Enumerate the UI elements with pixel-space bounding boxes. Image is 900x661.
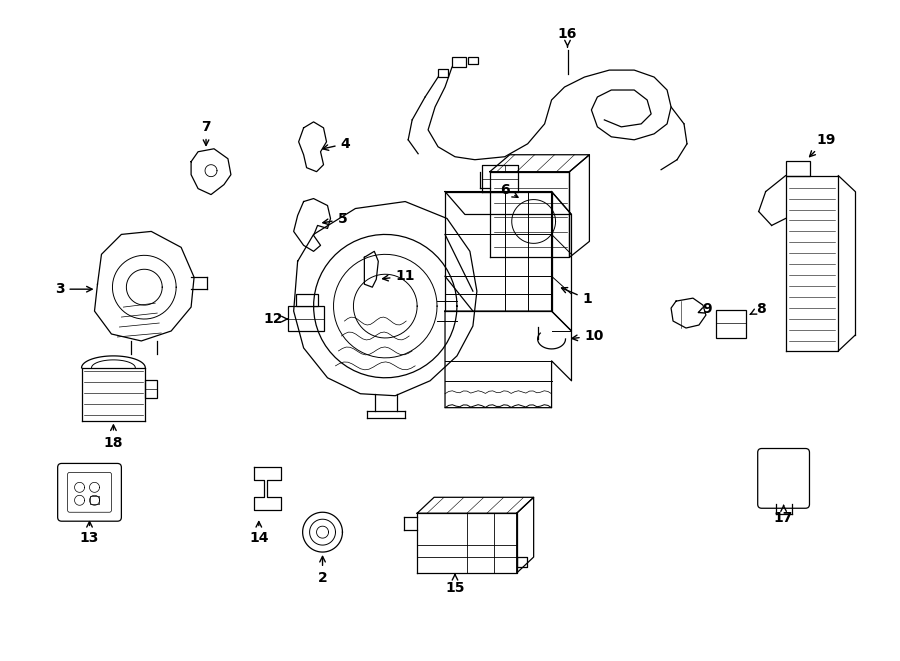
FancyBboxPatch shape	[438, 69, 448, 77]
Text: 9: 9	[698, 302, 712, 316]
FancyBboxPatch shape	[468, 57, 478, 64]
Text: 6: 6	[500, 182, 518, 198]
Text: 12: 12	[263, 312, 288, 326]
Text: 1: 1	[562, 288, 592, 306]
Text: 15: 15	[446, 574, 464, 595]
FancyBboxPatch shape	[145, 380, 158, 398]
Text: 17: 17	[774, 506, 793, 525]
Text: 8: 8	[751, 302, 766, 316]
Text: 10: 10	[572, 329, 604, 343]
FancyBboxPatch shape	[452, 57, 466, 67]
Text: 3: 3	[55, 282, 92, 296]
Text: 7: 7	[202, 120, 211, 145]
Text: 5: 5	[323, 212, 347, 227]
Text: 13: 13	[80, 522, 99, 545]
FancyBboxPatch shape	[68, 473, 112, 512]
Text: 4: 4	[323, 137, 350, 151]
Text: 14: 14	[249, 522, 268, 545]
FancyBboxPatch shape	[758, 449, 809, 508]
Text: 16: 16	[558, 27, 577, 47]
FancyBboxPatch shape	[786, 161, 811, 176]
FancyBboxPatch shape	[716, 310, 746, 338]
FancyBboxPatch shape	[58, 463, 122, 521]
FancyBboxPatch shape	[288, 306, 323, 331]
Text: 19: 19	[810, 133, 836, 157]
FancyBboxPatch shape	[89, 496, 100, 504]
Text: 11: 11	[382, 269, 415, 283]
Text: 2: 2	[318, 557, 328, 585]
Text: 18: 18	[104, 425, 123, 449]
FancyBboxPatch shape	[296, 294, 318, 306]
